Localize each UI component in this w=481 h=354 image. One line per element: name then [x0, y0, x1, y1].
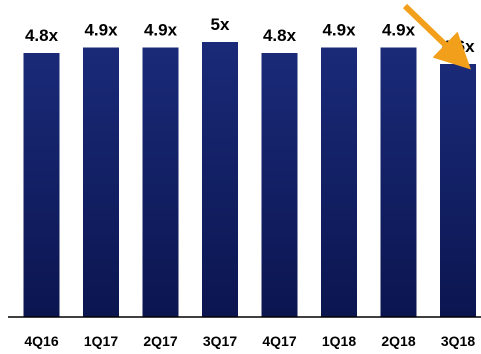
value-label-4Q17: 4.8x: [263, 26, 297, 45]
bar-1Q17: [83, 47, 119, 317]
category-label-4Q17: 4Q17: [262, 333, 296, 349]
bar-3Q18: [440, 64, 476, 317]
bar-3Q17: [202, 42, 238, 317]
trend-arrow: [402, 3, 471, 70]
bar-1Q18: [321, 47, 357, 317]
category-label-2Q17: 2Q17: [143, 333, 177, 349]
bar-2Q18: [380, 47, 417, 317]
value-label-2Q17: 4.9x: [144, 21, 178, 40]
value-label-2Q18: 4.9x: [382, 21, 416, 40]
bars-group: [23, 42, 476, 317]
bar-4Q16: [23, 53, 60, 317]
category-label-3Q18: 3Q18: [441, 333, 475, 349]
bar-4Q17: [261, 53, 298, 317]
category-label-3Q17: 3Q17: [203, 333, 237, 349]
category-label-1Q17: 1Q17: [84, 333, 118, 349]
bar-2Q17: [142, 47, 179, 317]
category-label-2Q18: 2Q18: [381, 333, 415, 349]
value-label-1Q18: 4.9x: [322, 21, 356, 40]
category-labels-group: 4Q16 1Q17 2Q17 3Q17 4Q17 1Q18 2Q18 3Q18: [24, 333, 475, 349]
value-label-4Q16: 4.8x: [25, 26, 59, 45]
value-label-1Q17: 4.9x: [84, 21, 118, 40]
category-label-4Q16: 4Q16: [24, 333, 58, 349]
value-label-3Q17: 5x: [211, 15, 230, 34]
category-label-1Q18: 1Q18: [322, 333, 356, 349]
